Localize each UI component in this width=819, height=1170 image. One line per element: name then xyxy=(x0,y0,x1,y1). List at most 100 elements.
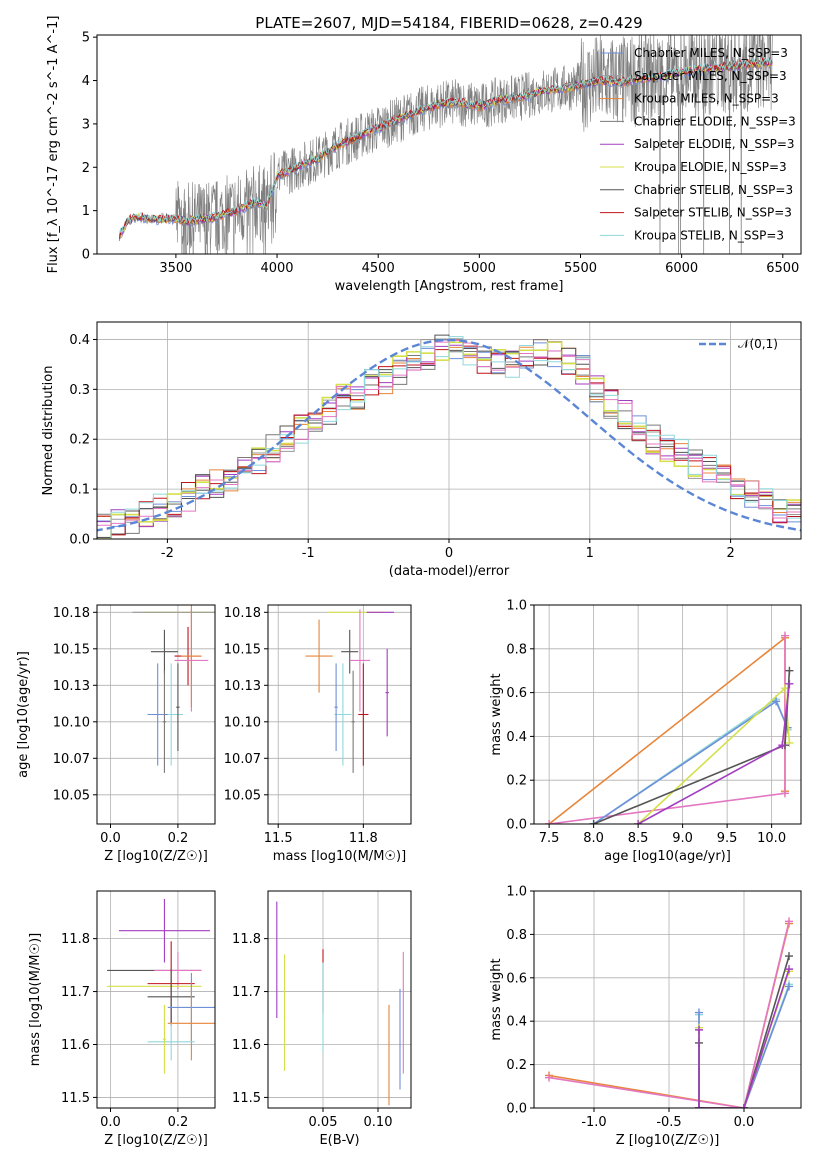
age-vs-mass-ytick-label: 10.13 xyxy=(224,679,261,694)
mass-vs-metallicity-ytick-label: 11.5 xyxy=(61,1091,90,1106)
mass-weight-vs-metallicity-plus-marker xyxy=(785,917,793,926)
mass-vs-extinction-ytick-label: 11.5 xyxy=(232,1091,261,1106)
mass-weight-vs-metallicity-plus-marker xyxy=(695,1025,703,1034)
mass-weight-vs-age-ytick-label: 0.6 xyxy=(506,686,527,701)
age-vs-metallicity-xtick-label: 0.0 xyxy=(100,831,121,846)
residual-histogram-step xyxy=(97,336,801,539)
mass-weight-vs-age-plus-marker xyxy=(785,679,794,688)
mass-weight-vs-age-xtick-label: 8.0 xyxy=(583,831,604,846)
residual-histogram-xtick-label: 2 xyxy=(726,546,734,561)
mass-weight-vs-age-series-line xyxy=(548,636,786,824)
age-vs-mass-xlabel: mass [log10(M/M☉)] xyxy=(273,849,406,864)
age-vs-mass-ytick-label: 10.10 xyxy=(224,715,261,730)
mass-vs-extinction-plot xyxy=(268,891,411,1108)
mass-weight-vs-age-plus-marker xyxy=(589,820,598,824)
mass-weight-vs-age-plus-marker xyxy=(785,738,794,747)
mass-vs-metallicity-ytick-label: 11.8 xyxy=(61,932,90,947)
age-vs-metallicity-axes: 0.0 0.2 10.05 10.07 10.10 10.13 10.15 10.18 Z [l… xyxy=(16,604,216,864)
mass-weight-vs-age-ytick-label: 0.0 xyxy=(506,818,527,833)
mass-vs-metallicity-plot xyxy=(97,891,215,1108)
mass-weight-vs-metallicity-plot xyxy=(534,891,801,1108)
spectrum-legend-label: Kroupa ELODIE, N_SSP=3 xyxy=(634,160,787,174)
age-vs-metallicity-xtick-label: 0.2 xyxy=(168,831,189,846)
residual-histogram-axes: -2 -1 0 1 2 0.0 0.1 0.2 0.3 0.4 (data-model)/error… xyxy=(41,321,802,579)
mass-vs-extinction-xtick-label: 0.05 xyxy=(309,1115,338,1130)
mass-weight-vs-metallicity-ytick-label: 0.6 xyxy=(506,971,527,986)
spectrum-xtick-label: 6000 xyxy=(665,261,698,276)
mass-vs-extinction-frame xyxy=(267,890,412,1109)
spectrum-ytick-label: 5 xyxy=(82,31,90,46)
mass-weight-vs-age-plus-marker xyxy=(785,666,794,675)
residual-histogram-frame xyxy=(96,321,802,540)
spectrum-ytick-label: 0 xyxy=(82,248,90,263)
mass-vs-extinction-ytick-label: 11.7 xyxy=(232,985,261,1000)
mass-weight-vs-metallicity-axes: -1.0 -0.5 0.0 0.0 0.2 0.4 0.6 0.8 1.0 Z [log10(Z/… xyxy=(489,885,802,1148)
mass-weight-vs-metallicity-series-line xyxy=(698,968,790,1108)
residual-histogram-ytick-label: 0.3 xyxy=(69,383,90,398)
mass-weight-vs-metallicity-xtick-label: -0.5 xyxy=(656,1115,681,1130)
mass-weight-vs-metallicity-ytick-label: 1.0 xyxy=(506,885,527,900)
spectrum-ytick-label: 2 xyxy=(82,161,90,176)
mass-weight-vs-age-ytick-label: 0.4 xyxy=(506,730,527,745)
mass-vs-metallicity-xtick-label: 0.0 xyxy=(100,1115,121,1130)
spectrum-legend-label: Salpeter MILES, N_SSP=3 xyxy=(634,69,787,83)
spectrum-xtick-label: 5000 xyxy=(463,261,496,276)
age-vs-mass-ytick-label: 10.18 xyxy=(224,606,261,621)
figure-title: PLATE=2607, MJD=54184, FIBERID=0628, z=0… xyxy=(255,14,642,32)
age-vs-metallicity-xlabel: Z [log10(Z/Z☉)] xyxy=(104,849,208,864)
mass-vs-metallicity-ylabel: mass [log10(M/M☉)] xyxy=(28,933,43,1066)
mass-weight-vs-metallicity-plus-marker xyxy=(740,1104,748,1108)
spectrum-model-line xyxy=(118,57,773,234)
mass-weight-vs-age-frame xyxy=(533,604,802,825)
mass-weight-vs-age-ytick-label: 0.8 xyxy=(506,642,527,657)
mass-weight-vs-metallicity-frame xyxy=(533,890,802,1109)
age-vs-metallicity-ytick-label: 10.05 xyxy=(53,788,90,803)
mass-weight-vs-metallicity-ytick-label: 0.2 xyxy=(506,1058,527,1073)
mass-weight-vs-metallicity-ytick-label: 0.8 xyxy=(506,928,527,943)
mass-weight-vs-metallicity-series-line xyxy=(548,921,790,1108)
mass-weight-vs-metallicity-plus-marker xyxy=(695,1104,703,1108)
mass-weight-vs-age-series-line xyxy=(593,670,791,824)
spectrum-legend-label: Salpeter ELODIE, N_SSP=3 xyxy=(634,137,795,151)
spectrum-xlabel: wavelength [Angstrom, rest frame] xyxy=(335,279,564,294)
mass-vs-extinction-ytick-label: 11.8 xyxy=(232,932,261,947)
mass-weight-vs-age-axes: 7.5 8.0 8.5 9.0 9.5 10.0 0.0 0.2 0.4 0.6 0.8 1.0 age… xyxy=(489,599,802,864)
spectrum-ytick-label: 4 xyxy=(82,74,90,89)
mass-weight-vs-metallicity-xlabel: Z [log10(Z/Z☉)] xyxy=(616,1133,720,1148)
spectrum-frame xyxy=(96,34,802,255)
mass-weight-vs-metallicity-xtick-label: -1.0 xyxy=(581,1115,606,1130)
age-vs-mass-xtick-label: 11.8 xyxy=(349,831,378,846)
age-vs-metallicity-ylabel: age [log10(age/yr)] xyxy=(16,651,31,778)
age-vs-metallicity-plot xyxy=(97,605,215,824)
mass-weight-vs-metallicity-ylabel: mass weight xyxy=(489,958,504,1040)
age-vs-mass-axes: 11.5 11.8 10.05 10.07 10.10 10.13 10.15 10.18 ma… xyxy=(224,604,412,864)
mass-weight-vs-age-ytick-label: 1.0 xyxy=(506,599,527,614)
mass-weight-vs-age-plus-marker xyxy=(634,820,643,824)
spectrum-xtick-label: 5500 xyxy=(564,261,597,276)
residual-histogram-ytick-label: 0.0 xyxy=(69,533,90,548)
spectrum-xtick-label: 6500 xyxy=(766,261,799,276)
residual-histogram-ytick-label: 0.2 xyxy=(69,433,90,448)
mass-weight-vs-age-ylabel: mass weight xyxy=(489,673,504,755)
age-vs-mass-ytick-label: 10.07 xyxy=(224,752,261,767)
mass-vs-metallicity-ytick-label: 11.7 xyxy=(61,985,90,1000)
age-vs-metallicity-ytick-label: 10.13 xyxy=(53,679,90,694)
spectrum-legend-label: Chabrier ELODIE, N_SSP=3 xyxy=(634,114,796,128)
normal-pdf-curve xyxy=(97,338,801,532)
mass-weight-vs-age-plus-marker xyxy=(545,820,554,824)
spectrum-ylabel: Flux [f_λ 10^-17 erg cm^-2 s^-1 A^-1] xyxy=(46,16,61,274)
age-vs-metallicity-ytick-label: 10.07 xyxy=(53,752,90,767)
mass-weight-vs-metallicity-xtick-label: 0.0 xyxy=(734,1115,755,1130)
mass-weight-vs-metallicity-plus-marker xyxy=(545,1073,553,1082)
mass-weight-vs-age-plus-marker xyxy=(780,631,789,640)
mass-vs-extinction-ytick-label: 11.6 xyxy=(232,1038,261,1053)
spectrum-ytick-label: 3 xyxy=(82,117,90,132)
residual-histogram-xlabel: (data-model)/error xyxy=(389,564,510,579)
mass-vs-extinction-xlabel: E(B-V) xyxy=(319,1133,359,1148)
spectrum-xtick-label: 4000 xyxy=(260,261,293,276)
mass-weight-vs-age-xtick-label: 8.5 xyxy=(628,831,649,846)
mass-weight-vs-age-xtick-label: 7.5 xyxy=(539,831,560,846)
age-vs-metallicity-ytick-label: 10.10 xyxy=(53,715,90,730)
mass-vs-metallicity-xlabel: Z [log10(Z/Z☉)] xyxy=(104,1133,208,1148)
